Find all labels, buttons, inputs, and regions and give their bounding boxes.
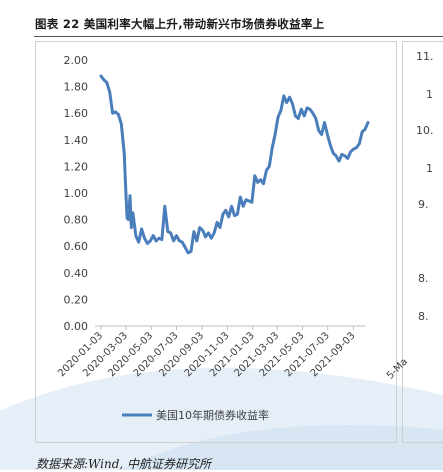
right-x-tick-label: 5-Ma (385, 356, 410, 381)
y-tick-label: 1.40 (64, 134, 89, 147)
title-rule (34, 36, 443, 37)
y-tick-label: 1.60 (64, 107, 89, 120)
y-tick-label: 0.40 (64, 267, 89, 280)
right-chart-panel (402, 41, 443, 443)
y-tick-label: 2.00 (64, 54, 89, 67)
y-tick-label: 1.20 (64, 160, 89, 173)
chart-legend: 美国10年期债券收益率 (122, 408, 269, 422)
figure-title: 图表 22 美国利率大幅上升,带动新兴市场债券收益率上 (35, 17, 325, 31)
y-tick-label: 0.60 (64, 240, 89, 253)
y-tick-label: 1.80 (64, 81, 89, 94)
right-y-tick-label: 1 (426, 88, 433, 101)
right-y-tick-label: 8. (418, 310, 429, 323)
right-y-tick-label: 10. (416, 124, 434, 137)
legend-label: 美国10年期债券收益率 (156, 408, 269, 422)
y-tick-label: 1.00 (64, 187, 89, 200)
right-y-tick-label: 1 (426, 162, 433, 175)
series-line-us10y (99, 74, 370, 255)
right-y-tick-label: 9. (418, 198, 429, 211)
left-chart-panel (35, 41, 397, 443)
right-y-tick-label: 11. (416, 50, 434, 63)
y-tick-label: 0.00 (64, 320, 89, 333)
right-y-tick-label: 8. (418, 272, 429, 285)
y-tick-label: 0.20 (64, 293, 89, 306)
source-note: 数据来源:Wind, 中航证券研究所 (36, 457, 212, 471)
y-tick-label: 0.80 (64, 214, 89, 227)
